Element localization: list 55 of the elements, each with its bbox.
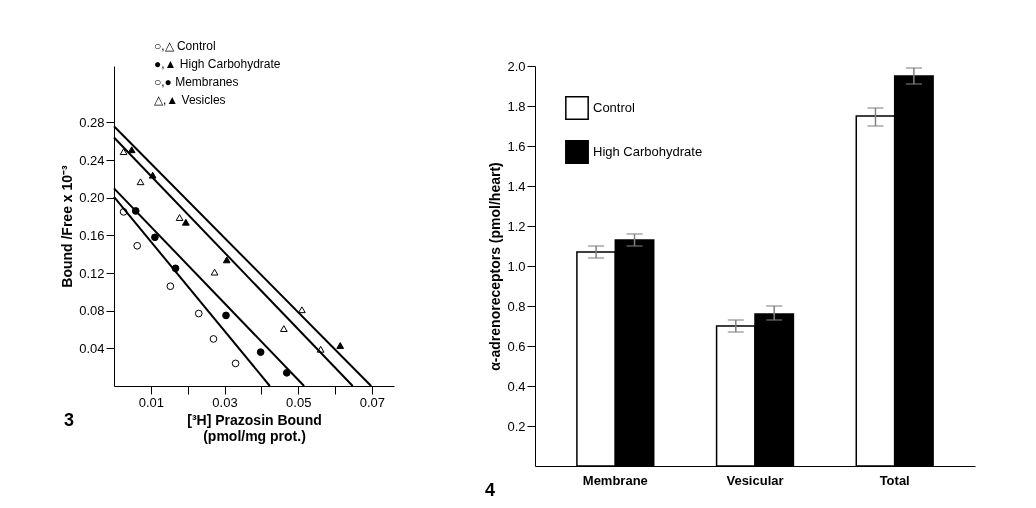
y-tick-label: 1.6: [507, 138, 526, 154]
y-tick-label: 0.24: [79, 152, 105, 168]
point: [279, 325, 288, 332]
x-tick-label: Membrane: [582, 472, 648, 488]
point: [210, 268, 219, 276]
point: [151, 233, 159, 242]
point: [127, 146, 136, 154]
y-tick-label: 0.2: [507, 418, 526, 434]
point: [194, 309, 203, 318]
annotation: ●,▲ High Carbohydrate: [154, 57, 281, 71]
text: 4: [484, 480, 496, 500]
y-tick-label: 0.6: [507, 338, 526, 354]
point: [133, 241, 142, 250]
point: [222, 256, 231, 264]
point: [282, 368, 291, 377]
point: [136, 178, 145, 186]
point: [175, 214, 184, 221]
y-tick-label: 0.12: [79, 265, 105, 281]
y-tick-label: 0.28: [79, 114, 105, 130]
point: [181, 218, 190, 226]
point: [256, 348, 265, 356]
point: [298, 306, 306, 314]
text: ○,△ Control: [154, 39, 216, 53]
x-tick-label: 0.07: [359, 394, 386, 410]
x-tick-label: 0.05: [286, 394, 312, 410]
x-axis-title: [³H] Prazosin Bound (pmol/mg prot.): [187, 411, 322, 444]
point: [148, 171, 157, 179]
y-tick-label: 1.0: [507, 258, 526, 274]
y-tick-label: 1.2: [507, 218, 526, 234]
legend-label: High Carbohydrate: [593, 144, 703, 159]
annotation: ○,● Membranes: [154, 75, 239, 89]
point: [336, 342, 345, 349]
y-axis-title: α-adrenoreceptors (pmol/heart): [487, 162, 504, 371]
point: [231, 359, 240, 368]
y-tick-label: 0.4: [507, 378, 526, 394]
point: [166, 282, 175, 291]
x-tick-label: 0.01: [138, 394, 164, 410]
y-tick-label: 2.0: [507, 58, 526, 74]
y-tick-label: 0.20: [79, 190, 105, 206]
y-tick-label: 0.04: [79, 340, 105, 356]
annotation: △,▲ Vesicles: [154, 93, 226, 107]
point: [119, 148, 128, 156]
x-tick-label: Total: [879, 472, 910, 488]
y-axis-title: Bound /Free x 10⁻³: [59, 164, 76, 288]
y-tick-label: 0.08: [79, 303, 105, 319]
point: [209, 335, 218, 343]
text: 3: [63, 410, 75, 430]
y-tick-label: 0.8: [507, 298, 526, 314]
x-tick-label: 0.03: [212, 394, 238, 410]
legend-label: Control: [593, 100, 636, 115]
y-tick-label: 1.8: [507, 98, 526, 114]
point: [222, 311, 230, 320]
y-tick-label: 1.4: [507, 178, 526, 194]
x-tick-label: Vesicular: [726, 472, 784, 488]
y-tick-label: 0.16: [79, 227, 105, 243]
